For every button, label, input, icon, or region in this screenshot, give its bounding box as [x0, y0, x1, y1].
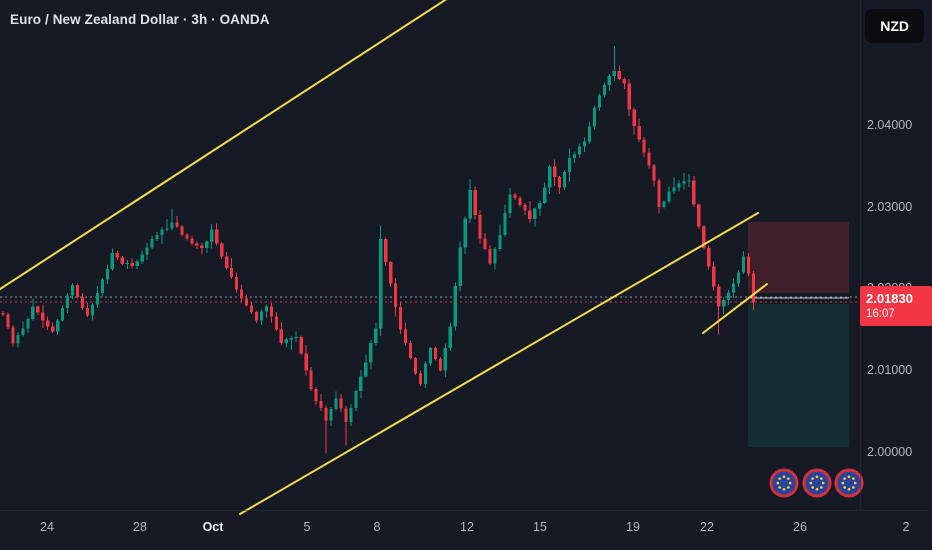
time-tick: 8 [373, 520, 381, 534]
symbol-title[interactable]: Euro / New Zealand Dollar · 3h · OANDA [10, 12, 270, 27]
price-tick: 2.03000 [867, 200, 913, 214]
time-tick: 5 [303, 520, 311, 534]
time-tick: 2 [902, 520, 910, 534]
short-position-stop-box[interactable] [748, 222, 849, 293]
price-tick: 2.01000 [867, 363, 913, 377]
eu-flag-icon[interactable] [802, 468, 832, 498]
currency-badge[interactable]: NZD [865, 9, 924, 43]
time-tick: 24 [40, 520, 54, 534]
time-tick: 15 [533, 520, 547, 534]
price-tick: 2.00000 [867, 445, 913, 459]
candles [1, 45, 756, 454]
last-price-value: 2.01830 [866, 291, 913, 306]
last-price-label: 2.01830 16:07 [860, 286, 932, 326]
time-tick: 22 [700, 520, 714, 534]
trendline-3[interactable] [702, 283, 768, 334]
eu-flag-icon[interactable] [834, 468, 864, 498]
short-position-tool[interactable] [748, 222, 849, 447]
time-tick: Oct [202, 520, 224, 534]
time-tick: 12 [460, 520, 474, 534]
time-tick: 28 [133, 520, 147, 534]
trendline-2[interactable] [239, 212, 759, 515]
time-tick: 19 [626, 520, 640, 534]
time-tick: 26 [793, 520, 807, 534]
trendline-1[interactable] [0, 0, 459, 293]
eu-flag-icon[interactable] [769, 468, 799, 498]
countdown-timer: 16:07 [866, 308, 895, 320]
short-position-target-box[interactable] [748, 304, 849, 447]
time-axis[interactable]: 24 28 Oct 5 8 12 15 19 22 26 2 [0, 510, 932, 550]
price-tick: 2.04000 [867, 118, 913, 132]
